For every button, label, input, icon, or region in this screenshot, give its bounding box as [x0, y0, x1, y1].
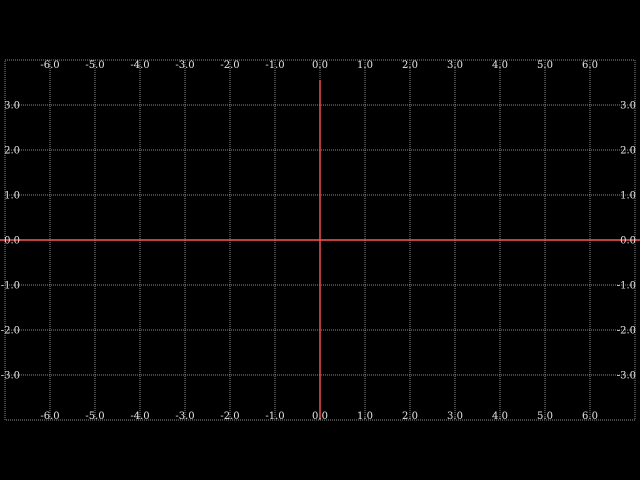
x-tick-label-bottom: 2.0 — [402, 411, 418, 422]
x-tick-label-top: -1.0 — [265, 60, 284, 71]
x-tick-label-top: 4.0 — [492, 60, 508, 71]
y-tick-label-right: 3.0 — [620, 101, 636, 112]
y-tick-label-right: 2.0 — [620, 146, 636, 157]
x-tick-label-top: 1.0 — [357, 60, 373, 71]
y-tick-label-left: 1.0 — [4, 191, 20, 202]
x-tick-label-top: -4.0 — [130, 60, 149, 71]
x-tick-label-top: -3.0 — [175, 60, 194, 71]
x-tick-label-top: 3.0 — [447, 60, 463, 71]
x-tick-label-top: -6.0 — [40, 60, 59, 71]
x-tick-label-bottom: -1.0 — [265, 411, 284, 422]
y-tick-label-right: 1.0 — [620, 191, 636, 202]
x-tick-label-top: 5.0 — [537, 60, 553, 71]
x-tick-label-top: 2.0 — [402, 60, 418, 71]
y-tick-label-right: -1.0 — [617, 281, 636, 292]
x-tick-label-bottom: 6.0 — [582, 411, 598, 422]
x-tick-label-bottom: -2.0 — [220, 411, 239, 422]
x-tick-label-top: 6.0 — [582, 60, 598, 71]
y-tick-label-right: -2.0 — [617, 326, 636, 337]
x-tick-label-bottom: 3.0 — [447, 411, 463, 422]
x-tick-label-bottom: -6.0 — [40, 411, 59, 422]
x-tick-label-bottom: 5.0 — [537, 411, 553, 422]
y-tick-label-left: -2.0 — [1, 326, 20, 337]
y-tick-label-right: -3.0 — [617, 371, 636, 382]
x-tick-label-bottom: 0.0 — [312, 411, 328, 422]
x-tick-label-top: -2.0 — [220, 60, 239, 71]
x-tick-label-bottom: -3.0 — [175, 411, 194, 422]
x-tick-label-bottom: 1.0 — [357, 411, 373, 422]
y-tick-label-left: -1.0 — [1, 281, 20, 292]
tick-labels: -6.0 -5.0 -4.0 -3.0 -2.0 -1.0 0.0 1.0 2.0 3.0 4.0 5… — [1, 60, 636, 422]
y-tick-label-right: 0.0 — [620, 236, 636, 247]
x-tick-label-top: 0.0 — [312, 60, 328, 71]
y-tick-label-left: 3.0 — [4, 101, 20, 112]
y-tick-label-left: 2.0 — [4, 146, 20, 157]
y-tick-label-left: -3.0 — [1, 371, 20, 382]
y-tick-label-left: 0.0 — [4, 236, 20, 247]
x-tick-label-bottom: -4.0 — [130, 411, 149, 422]
axes-lines — [0, 80, 640, 420]
x-tick-label-top: -5.0 — [85, 60, 104, 71]
x-tick-label-bottom: 4.0 — [492, 411, 508, 422]
x-tick-label-bottom: -5.0 — [85, 411, 104, 422]
